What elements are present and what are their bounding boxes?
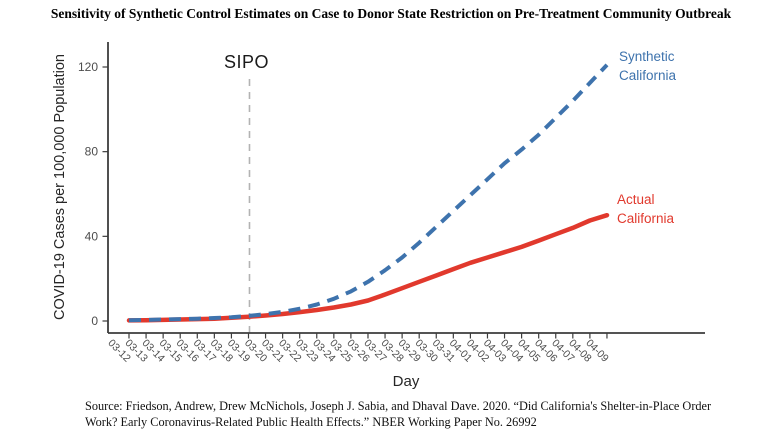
y-tick-label: 0 — [91, 314, 98, 328]
source-citation: Source: Friedson, Andrew, Drew McNichols… — [85, 398, 725, 431]
y-axis-label: COVID-19 Cases per 100,000 Population — [52, 54, 68, 320]
y-tick-label: 120 — [78, 60, 98, 74]
series-line-synthetic-california — [128, 63, 609, 323]
y-tick-label: 40 — [85, 229, 99, 243]
x-axis-label: Day — [392, 373, 420, 390]
legend-actual-california: Actual California — [617, 192, 675, 226]
legend-synthetic-california: Synthetic California — [619, 49, 677, 83]
chart-title: Sensitivity of Synthetic Control Estimat… — [50, 6, 732, 21]
series-line-actual-california — [126, 212, 610, 323]
source-line-1: Source: Friedson, Andrew, Drew McNichols… — [85, 399, 712, 413]
source-line-2: Work? Early Coronavirus-Related Public H… — [85, 415, 537, 430]
sipo-annotation-label: SIPO — [224, 52, 270, 72]
y-tick-label: 80 — [85, 145, 99, 159]
series-lines — [126, 63, 610, 323]
y-axis: 0 40 80 120 — [78, 42, 109, 333]
x-axis: 03-1203-1303-1403-1503-1603-1703-1803-19… — [105, 332, 705, 365]
